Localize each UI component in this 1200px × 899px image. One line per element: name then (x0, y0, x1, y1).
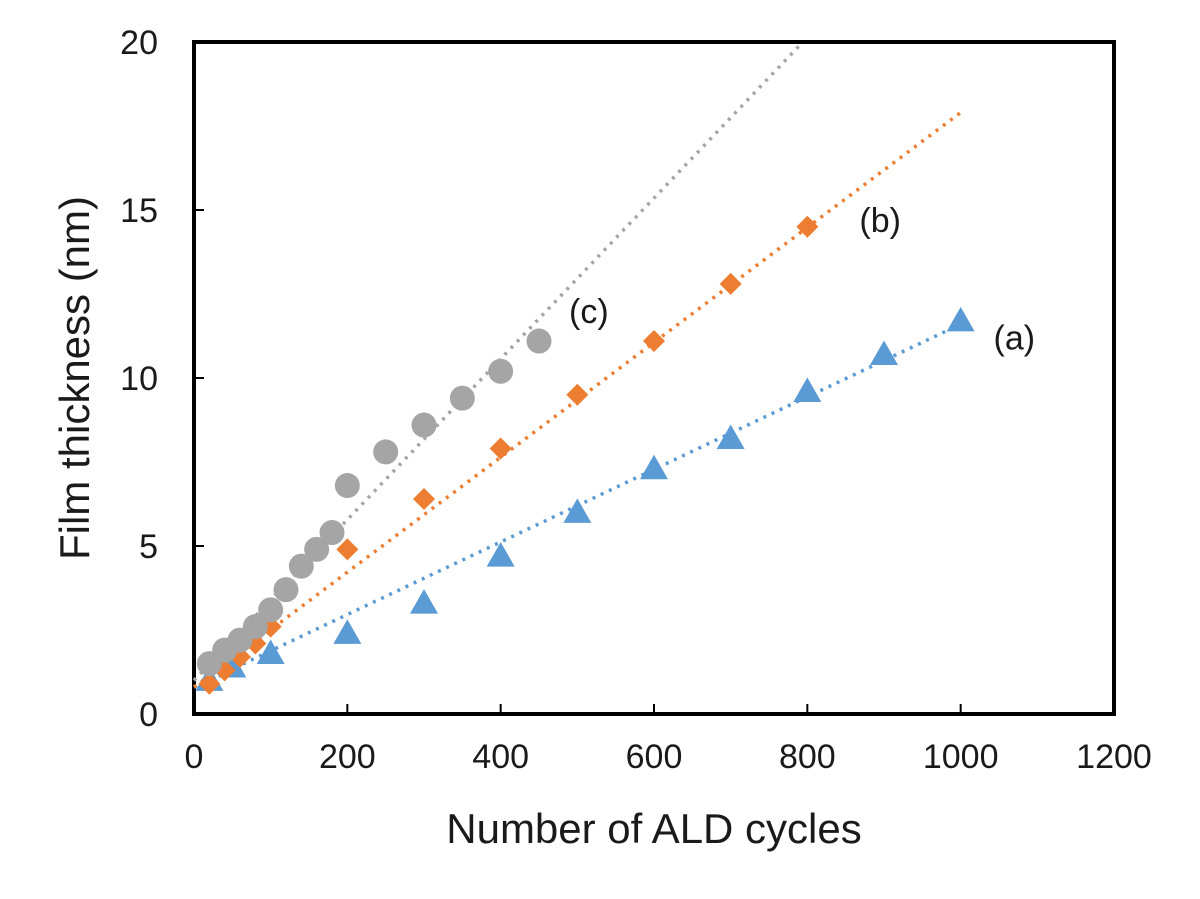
diamond-marker (413, 487, 435, 510)
x-tick-label: 400 (472, 738, 529, 776)
circle-marker (304, 536, 330, 562)
x-tick-label: 1000 (923, 738, 999, 776)
circle-marker (242, 614, 268, 640)
triangle-marker (333, 619, 362, 644)
series-label-annotation: (a) (994, 320, 1036, 358)
diamond-marker (489, 437, 512, 460)
triangle-marker (793, 377, 822, 402)
diamond-marker (796, 215, 819, 238)
series-label-annotation: (b) (859, 202, 901, 240)
diamond-marker (566, 383, 589, 406)
x-tick-label: 200 (319, 738, 376, 776)
data-markers (195, 215, 975, 695)
triangle-marker (640, 454, 668, 480)
circle-marker (488, 358, 514, 384)
circle-marker (373, 439, 399, 465)
circle-marker (449, 385, 475, 411)
circle-marker (319, 520, 345, 546)
circle-marker (411, 412, 437, 438)
triangle-marker (870, 340, 898, 365)
series-annotations: (a) (b) (c) (569, 202, 1035, 358)
y-tick-label: 15 (120, 192, 158, 230)
series-label-annotation: (c) (569, 293, 609, 331)
x-axis-label: Number of ALD cycles (446, 805, 862, 852)
axis-ticks: 0 200 400 600 800 1000 1200 0 5 10 15 20 (120, 24, 1152, 776)
plot-area (192, 40, 1116, 716)
x-tick-label: 600 (626, 738, 683, 776)
triangle-marker (256, 639, 285, 665)
circle-marker (273, 577, 299, 603)
diamond-marker (719, 272, 742, 295)
triangle-marker (716, 424, 745, 449)
y-tick-label: 0 (139, 696, 158, 734)
diamond-marker (198, 672, 221, 695)
x-tick-label: 800 (779, 738, 836, 776)
circle-marker (288, 553, 314, 579)
circle-marker (526, 328, 552, 354)
y-tick-label: 10 (120, 360, 158, 398)
circle-marker (334, 473, 360, 499)
triangle-marker (563, 498, 592, 523)
triangle-marker (486, 542, 515, 567)
x-tick-label: 0 (185, 738, 204, 776)
y-tick-label: 20 (120, 24, 158, 62)
triangle-marker (946, 306, 975, 332)
y-axis-label: Film thickness (nm) (51, 196, 98, 560)
diamond-marker (643, 330, 665, 353)
circle-marker (258, 597, 284, 623)
x-tick-label: 1200 (1076, 738, 1152, 776)
y-tick-label: 5 (139, 528, 158, 566)
diamond-marker (336, 538, 359, 561)
triangle-marker (410, 589, 438, 614)
